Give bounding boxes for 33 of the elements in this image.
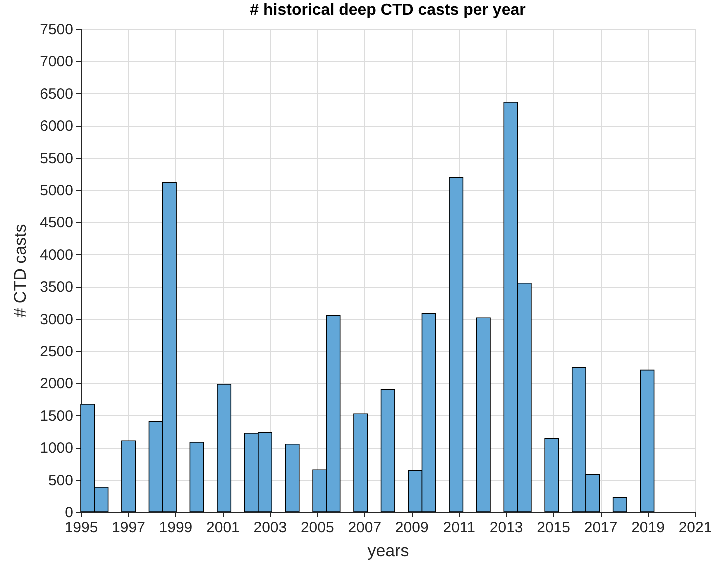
y-tick-label: 2000 <box>40 376 74 393</box>
y-tick-label: 1000 <box>40 440 74 458</box>
y-tick-label: 5000 <box>40 182 74 200</box>
x-tick-label: 1999 <box>159 520 193 536</box>
y-tick-label: 4000 <box>40 246 74 264</box>
y-tick-label: 6500 <box>40 86 74 103</box>
x-tick-label: 2015 <box>537 520 570 536</box>
x-axis-title: years <box>368 542 410 560</box>
y-tick-label: 6000 <box>40 118 74 136</box>
y-axis-title: # CTD casts <box>11 224 30 318</box>
x-tick-label: 2007 <box>348 520 382 536</box>
chart-title: # historical deep CTD casts per year <box>250 2 526 19</box>
y-tick-label: 7000 <box>40 54 74 71</box>
y-tick-label: 4500 <box>40 214 74 232</box>
y-tick-label: 7500 <box>40 22 74 38</box>
y-tick-label: 3000 <box>40 311 74 328</box>
x-tick-label: 2001 <box>206 520 240 536</box>
y-tick-label: 3500 <box>40 279 74 296</box>
y-tick-label: 5500 <box>40 150 74 168</box>
x-tick-label: 2017 <box>584 520 618 536</box>
x-tick-label: 2013 <box>490 520 524 536</box>
y-tick-label: 1500 <box>40 408 74 425</box>
x-tick-label: 1997 <box>112 520 146 536</box>
y-tick-label: 0 <box>65 504 74 522</box>
y-tick-label: 2500 <box>40 344 74 360</box>
x-tick-label: 2019 <box>632 520 665 536</box>
x-tick-label: 1995 <box>64 520 98 536</box>
y-tick-label: 500 <box>48 472 74 490</box>
x-tick-label: 2021 <box>678 520 712 536</box>
x-tick-label: 2005 <box>300 520 334 536</box>
x-tick-label: 2009 <box>395 520 429 536</box>
x-tick-label: 2011 <box>443 520 476 536</box>
x-tick-label: 2003 <box>254 520 288 536</box>
